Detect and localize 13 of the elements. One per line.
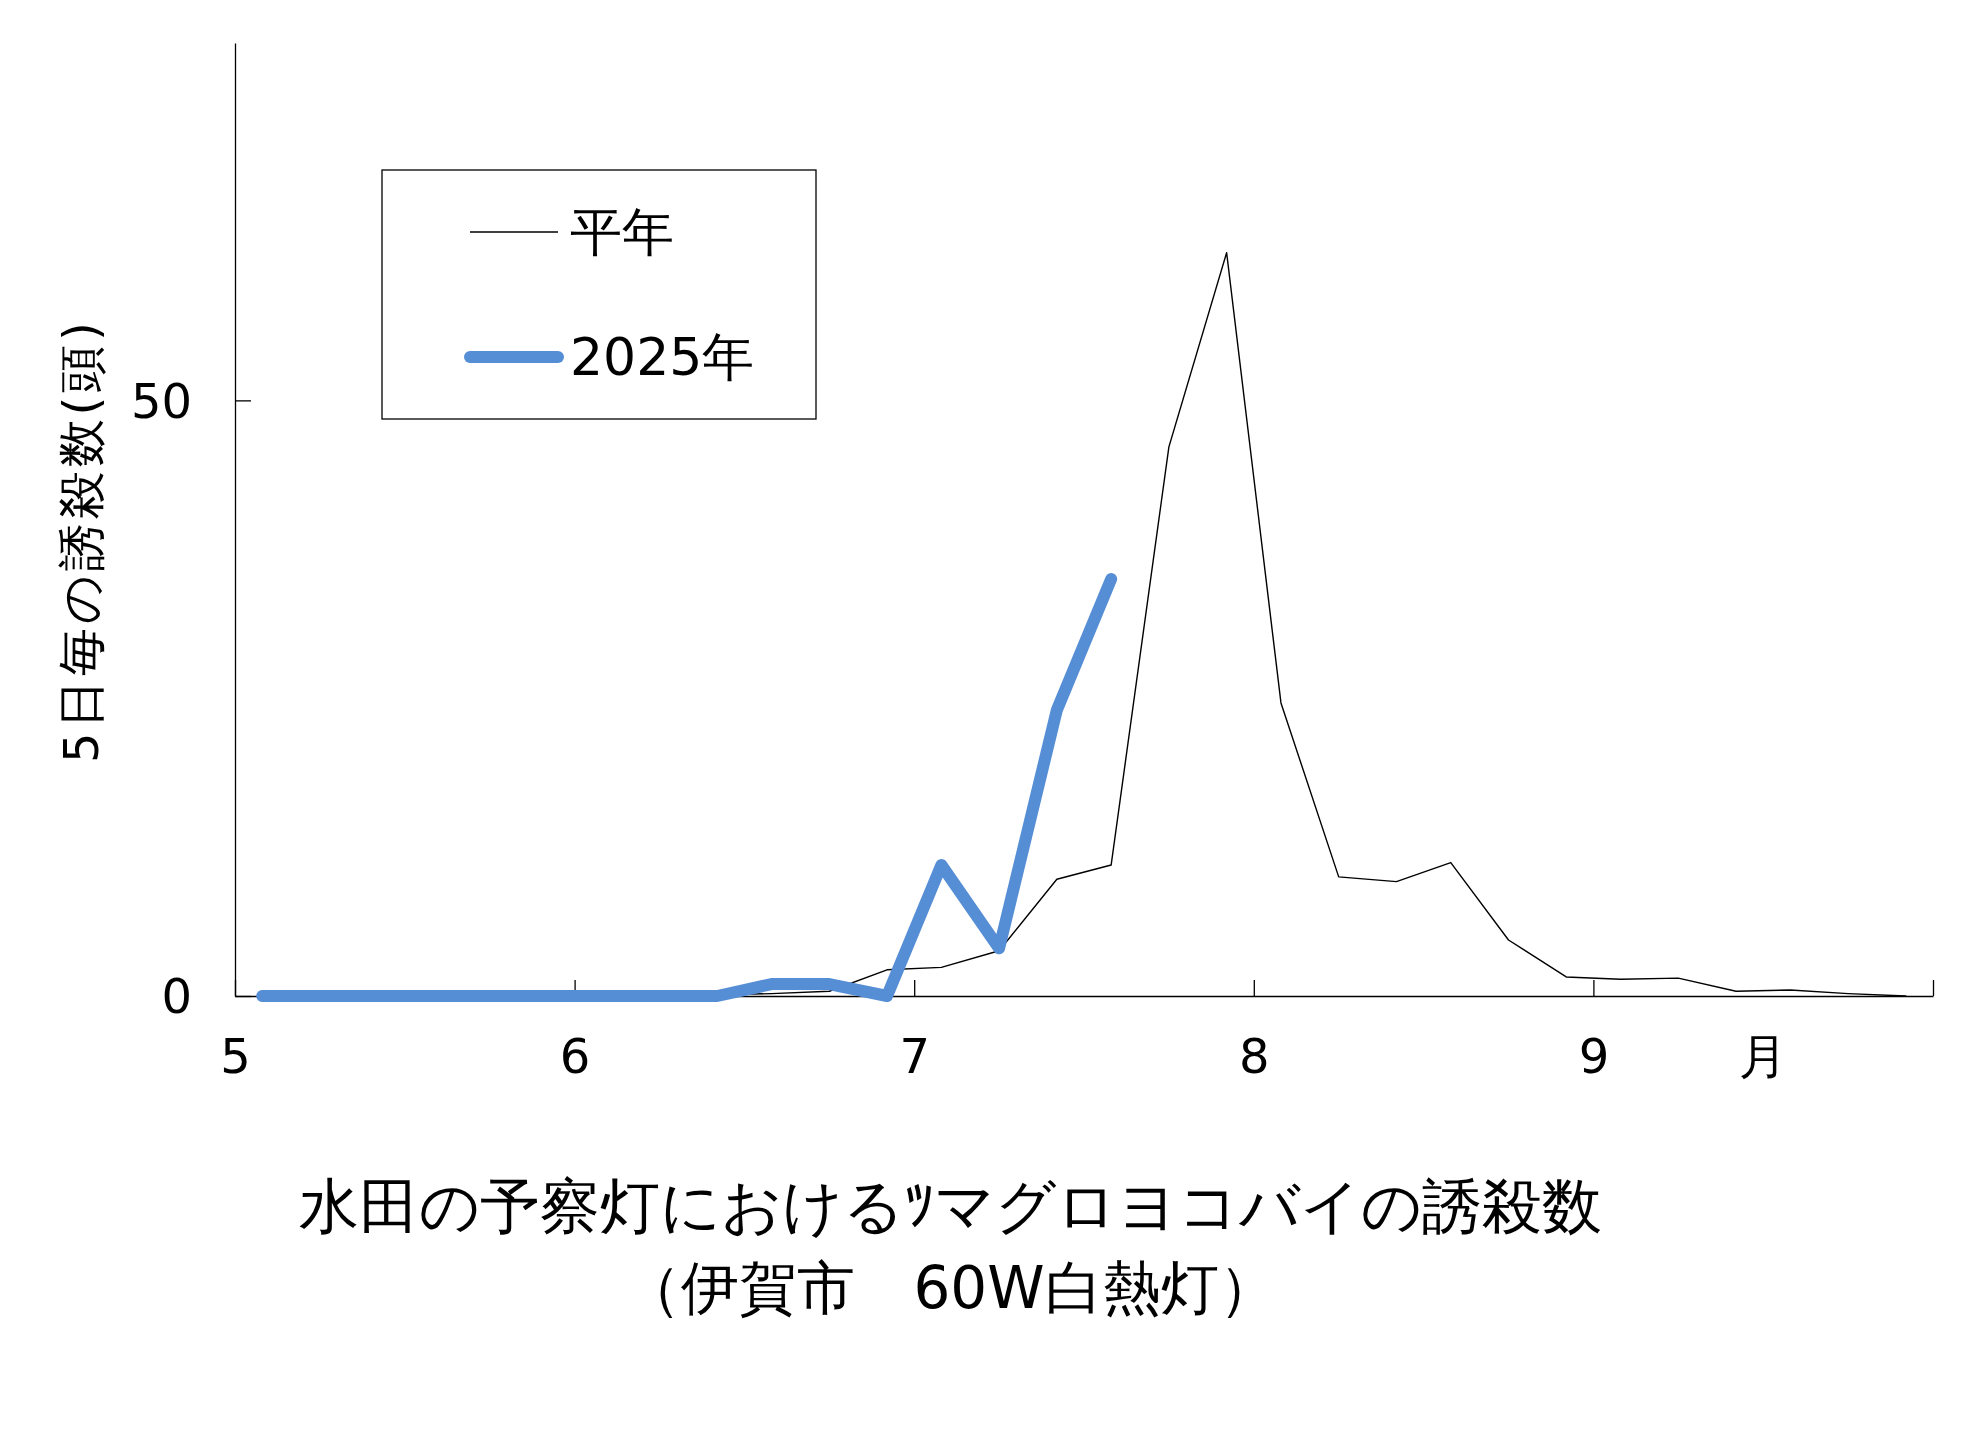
y-tick-label: 50 — [130, 372, 192, 429]
x-tick-label: 8 — [1239, 1027, 1270, 1084]
x-axis-title: 月 — [1739, 1027, 1788, 1084]
y-tick-label: 0 — [161, 968, 192, 1025]
legend-label: 2025年 — [570, 327, 755, 388]
y-axis-title: 5日毎の誘殺数(頭) — [52, 318, 109, 763]
x-tick-label: 7 — [899, 1027, 930, 1084]
text: 水田の予察灯におけるﾂマグロヨコバイの誘殺数 — [298, 1171, 1602, 1241]
text: （伊賀市 60W白熱灯） — [623, 1254, 1277, 1323]
x-tick-label: 6 — [559, 1027, 591, 1084]
legend-label: 平年 — [570, 202, 674, 263]
x-tick-label: 9 — [1578, 1027, 1610, 1084]
x-tick-label: 5 — [220, 1027, 251, 1084]
